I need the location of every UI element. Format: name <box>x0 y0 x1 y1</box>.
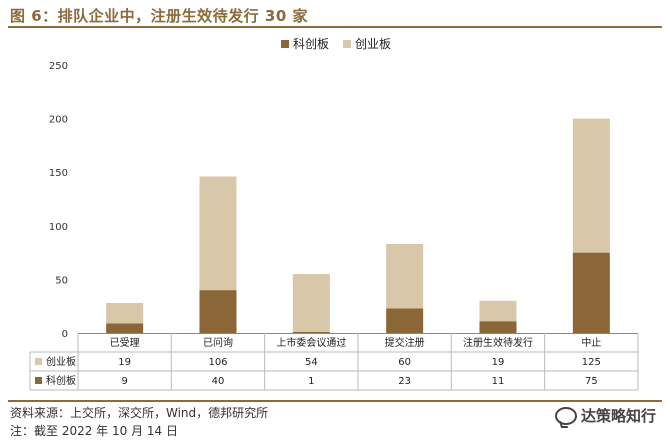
table-cell-value: 54 <box>305 357 318 368</box>
bar-segment-1 <box>106 323 144 333</box>
legend-label-1: 科创板 <box>293 37 329 51</box>
title-bar: 图 6：排队企业中，注册生效待发行 30 家 <box>8 4 662 28</box>
x-category-label: 提交注册 <box>385 336 425 349</box>
source-text: 资料来源：上交所，深交所，Wind，德邦研究所 <box>10 406 269 420</box>
table-row-label: 创业板 <box>46 355 76 368</box>
table-cell-value: 11 <box>492 376 505 387</box>
bar-segment-1 <box>386 308 424 333</box>
table-cell-value: 1 <box>308 376 314 387</box>
legend-label-2: 创业板 <box>355 37 391 51</box>
bar-segment-1 <box>572 252 610 333</box>
y-tick-label: 0 <box>62 329 68 340</box>
bar-segment-2 <box>572 118 610 253</box>
bar-segment-1 <box>479 321 517 333</box>
table-cell-value: 60 <box>398 357 411 368</box>
chart-title: 图 6：排队企业中，注册生效待发行 30 家 <box>10 7 308 25</box>
x-category-label: 上市委会议通过 <box>276 336 346 349</box>
bar-segment-1 <box>292 331 330 333</box>
table-cell-value: 106 <box>208 357 227 368</box>
y-tick-label: 250 <box>49 61 68 72</box>
legend-swatch-1 <box>281 40 289 48</box>
table-cell-value: 19 <box>118 357 131 368</box>
table-cell-value: 19 <box>492 357 505 368</box>
y-tick-label: 50 <box>55 275 68 286</box>
bar-segment-2 <box>479 300 517 322</box>
table-cell-value: 75 <box>585 376 598 387</box>
table-cell-value: 40 <box>212 376 225 387</box>
watermark-text: 达策略知行 <box>580 407 656 425</box>
x-category-label: 中止 <box>581 336 601 349</box>
footer-rule <box>8 400 662 402</box>
bar-segment-2 <box>106 302 144 324</box>
note-text: 注：截至 2022 年 10 月 14 日 <box>10 424 178 438</box>
x-category-label: 已受理 <box>110 337 140 349</box>
bar-segment-1 <box>199 290 237 333</box>
bar-segment-2 <box>386 244 424 309</box>
legend-swatch-2 <box>343 40 351 48</box>
y-tick-label: 200 <box>49 115 68 126</box>
bar-segment-2 <box>199 176 237 291</box>
table-cell-value: 9 <box>121 376 127 387</box>
watermark: 达策略知行 <box>554 405 656 426</box>
table-row-label: 科创板 <box>46 374 76 387</box>
y-tick-label: 150 <box>49 168 68 179</box>
table-row-swatch <box>35 358 42 365</box>
table-cell-value: 125 <box>582 357 601 368</box>
x-category-label: 已问询 <box>203 336 233 349</box>
table-row-swatch <box>35 377 42 384</box>
bar-segment-2 <box>292 274 330 332</box>
table-cell-value: 23 <box>398 376 411 387</box>
x-category-label: 注册生效待发行 <box>463 336 533 349</box>
y-tick-label: 100 <box>49 222 68 233</box>
footer: 资料来源：上交所，深交所，Wind，德邦研究所 注：截至 2022 年 10 月… <box>8 400 662 440</box>
wechat-icon <box>554 406 577 425</box>
